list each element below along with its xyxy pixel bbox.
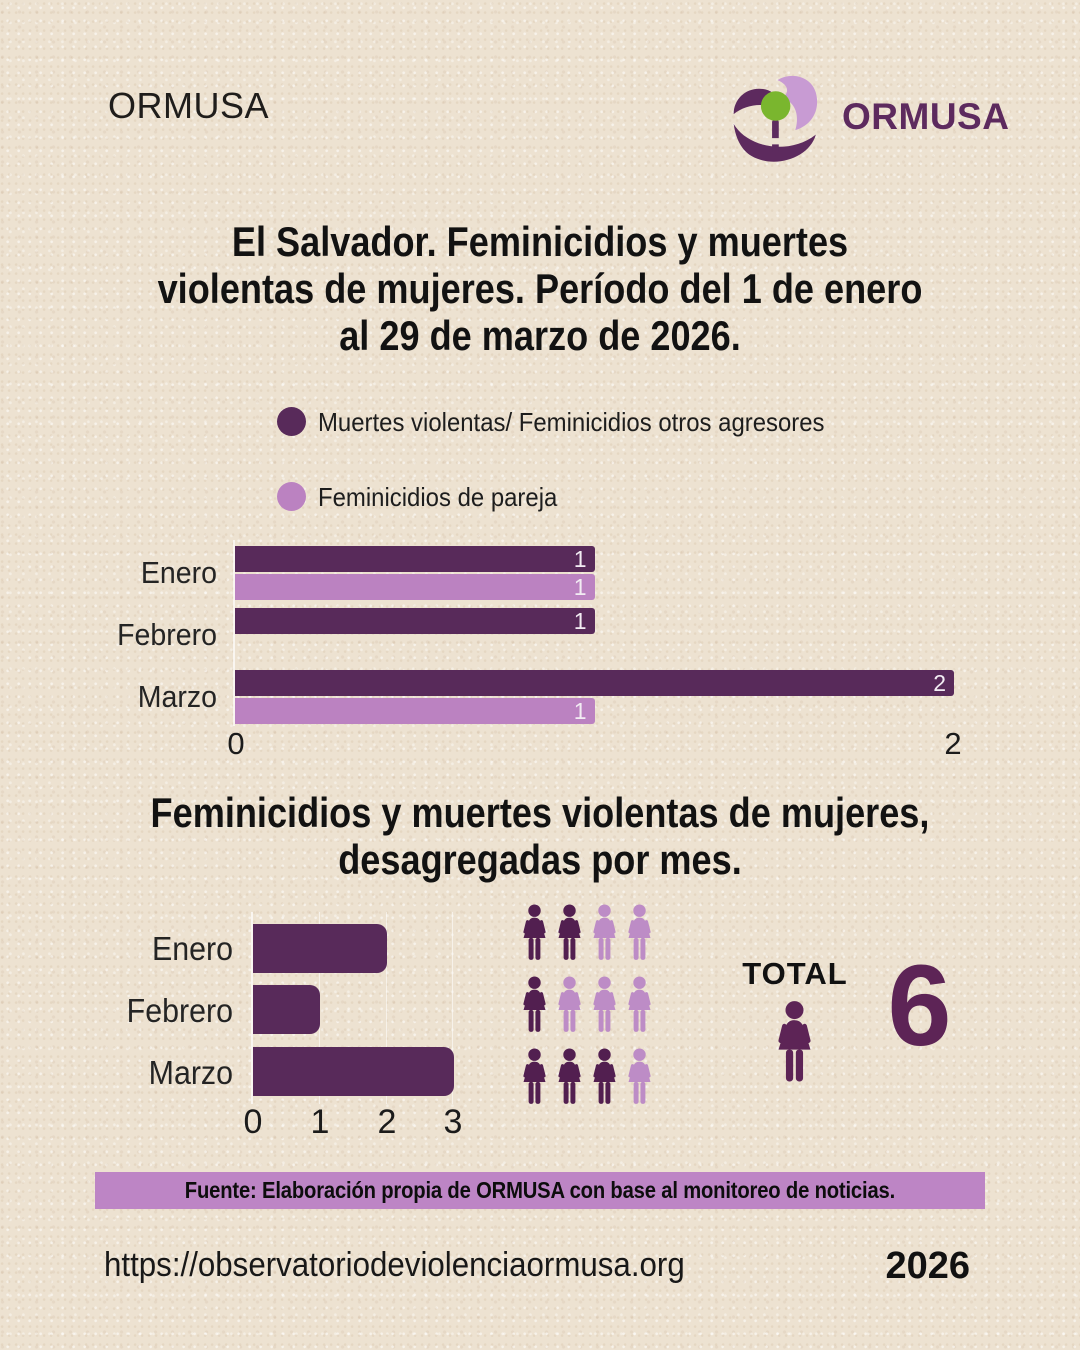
axis-tick: 2: [377, 1103, 397, 1141]
source-text: Fuente: Elaboración propia de ORMUSA con…: [184, 1177, 896, 1203]
axis-tick: 0: [243, 1103, 263, 1141]
category-label: Marzo: [148, 1054, 233, 1091]
woman-icon: [589, 973, 620, 1035]
bar-marzo-total: [253, 1047, 454, 1096]
legend-label-dark: Muertes violentas/ Feminicidios otros ag…: [318, 407, 825, 437]
bar-marzo-otros: 2: [235, 670, 954, 696]
legend-swatch-light: [277, 482, 306, 511]
bar-value-label: 1: [573, 545, 587, 572]
pictogram-row: [519, 973, 655, 1035]
chart2-gridline: [386, 912, 387, 1104]
source-band: Fuente: Elaboración propia de ORMUSA con…: [95, 1172, 985, 1209]
legend-swatch-dark: [277, 407, 306, 436]
category-label: Marzo: [137, 679, 217, 714]
woman-icon: [624, 1045, 655, 1107]
page-title-line: al 29 de marzo de 2026.: [339, 312, 741, 359]
axis-tick: 1: [310, 1103, 330, 1141]
woman-icon: [589, 901, 620, 963]
bar-value-label: 1: [573, 697, 587, 724]
bar-enero-total: [253, 924, 387, 973]
ormusa-logo-wordmark: ORMUSA: [842, 96, 1010, 137]
ormusa-logo-icon: [733, 75, 818, 162]
category-label: Febrero: [117, 617, 217, 652]
category-label: Enero: [140, 555, 217, 590]
legend-label-light: Feminicidios de pareja: [318, 482, 558, 512]
bar-enero-otros: 1: [235, 546, 595, 572]
page-title-line: El Salvador. Feminicidios y muertes: [231, 218, 849, 265]
page-title-line: violentas de mujeres. Período del 1 de e…: [157, 265, 923, 312]
total-woman-icon: [772, 994, 817, 1088]
footer-url: https://observatoriodeviolenciaormusa.or…: [104, 1246, 685, 1284]
woman-icon: [589, 1045, 620, 1107]
pictogram-row: [519, 901, 655, 963]
woman-icon: [554, 1045, 585, 1107]
total-label: TOTAL: [742, 956, 848, 991]
footer-year: 2026: [885, 1245, 970, 1287]
chart1-axis-line: [233, 540, 235, 726]
bar-enero-pareja: 1: [235, 574, 595, 600]
woman-icon: [519, 973, 550, 1035]
category-label: Febrero: [126, 992, 233, 1029]
bar-value-label: 1: [573, 573, 587, 600]
axis-tick: 0: [227, 726, 245, 761]
bar-febrero-otros: 1: [235, 608, 595, 634]
woman-icon: [554, 973, 585, 1035]
woman-icon: [519, 901, 550, 963]
chart2-axis-line: [251, 912, 253, 1104]
bar-marzo-pareja: 1: [235, 698, 595, 724]
axis-tick: 2: [944, 726, 962, 761]
woman-icon: [519, 1045, 550, 1107]
woman-icon: [624, 973, 655, 1035]
bar-value-label: 1: [573, 607, 587, 634]
axis-tick: 3: [443, 1103, 463, 1141]
total-value: 6: [887, 942, 952, 1070]
chart2-gridline: [452, 912, 453, 1104]
category-label: Enero: [151, 930, 233, 967]
bar-value-label: 2: [933, 669, 946, 696]
woman-icon: [624, 901, 655, 963]
brand-text: ORMUSA: [108, 85, 270, 126]
pictogram-grid: [519, 901, 655, 1107]
bar-febrero-total: [253, 985, 320, 1034]
section-title-line: desagregadas por mes.: [338, 836, 742, 883]
woman-icon: [554, 901, 585, 963]
section-title-line: Feminicidios y muertes violentas de muje…: [150, 789, 930, 836]
pictogram-row: [519, 1045, 655, 1107]
